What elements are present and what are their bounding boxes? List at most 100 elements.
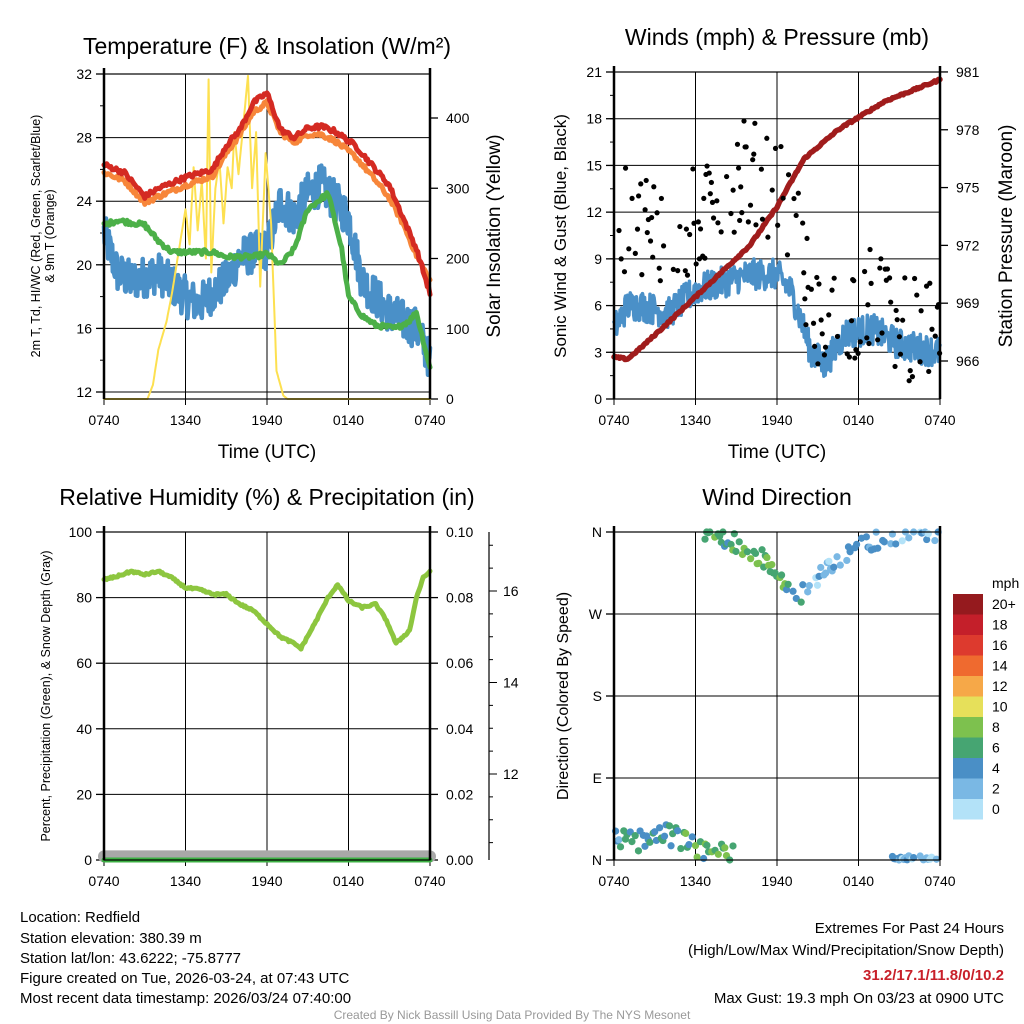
gust-point (852, 355, 858, 361)
extremes-values: 31.2/17.1/11.8/0/10.2 (863, 967, 1004, 984)
y-axis-title-direction: Direction (Colored By Speed) (555, 592, 572, 800)
gust-point (878, 256, 884, 262)
y-tick-label: 60 (76, 655, 92, 671)
gust-point (906, 378, 912, 384)
y-right-tick-label: 0.06 (446, 655, 473, 671)
direction-point (660, 832, 669, 840)
max-gust-text: Max Gust: 19.3 mph On 03/23 at 0900 UTC (714, 990, 1004, 1007)
gust-point (616, 227, 622, 234)
x-tick-label: 1340 (170, 873, 201, 889)
legend-label: 18 (992, 617, 1008, 633)
y-right-tick-label: 400 (446, 110, 470, 126)
y-axis-title-pressure: Station Pressure (Maroon) (996, 125, 1017, 348)
x-tick-label: 1940 (251, 412, 282, 428)
direction-point (667, 842, 675, 850)
gust-point (877, 265, 883, 271)
gust-point (714, 198, 720, 204)
y-tick-label: 20 (76, 257, 92, 273)
credit-text: Created By Nick Bassill Using Data Provi… (334, 1008, 691, 1022)
legend-swatch (953, 655, 983, 676)
y-tick-label: N (592, 524, 602, 540)
x-tick-label: 0740 (414, 412, 445, 428)
gust-point (801, 270, 807, 276)
gust-point (764, 135, 770, 141)
y-axis-title-temperature-line2: & 9m T (Orange) (43, 189, 57, 282)
direction-point (727, 540, 735, 549)
panel-title-winds: Winds (mph) & Pressure (mb) (625, 24, 929, 50)
direction-point (924, 530, 932, 538)
gust-point (737, 217, 743, 224)
gust-point (864, 335, 870, 341)
direction-point (677, 844, 685, 853)
gust-point (775, 222, 781, 228)
direction-point (892, 540, 900, 548)
y-tick-label: N (592, 852, 602, 868)
gust-point (896, 334, 902, 340)
direction-point (615, 836, 623, 844)
direction-point (799, 581, 807, 589)
gust-point (803, 322, 809, 328)
gust-point (747, 202, 754, 208)
direction-point (932, 855, 941, 863)
x-tick-label: 1940 (761, 873, 792, 889)
gust-point (682, 268, 688, 274)
gust-point (917, 359, 923, 365)
direction-point (825, 557, 833, 565)
gust-point (654, 210, 660, 216)
gust-point (819, 331, 825, 337)
gust-point (758, 166, 764, 172)
direction-point (778, 571, 786, 579)
direction-point (701, 535, 709, 543)
gust-point (656, 265, 662, 271)
direction-point (665, 822, 674, 830)
y-right-tick-label: 981 (956, 64, 980, 80)
extremes-title: Extremes For Past 24 Hours (815, 920, 1004, 937)
gust-point (695, 219, 701, 225)
x-tick-label: 1340 (170, 412, 201, 428)
recent-data-text: Most recent data timestamp: 2026/03/24 0… (20, 990, 351, 1007)
x-tick-label: 0740 (924, 873, 955, 889)
direction-point (743, 548, 751, 556)
legend-label: 14 (992, 658, 1008, 674)
legend-swatch (953, 614, 983, 635)
y-tick-label: S (593, 688, 602, 704)
direction-point (817, 563, 825, 572)
gust-point (772, 145, 779, 151)
gust-point (918, 308, 924, 314)
created-text: Figure created on Tue, 2026-03-24, at 07… (20, 970, 350, 987)
gust-point (848, 318, 855, 324)
gust-point (804, 235, 810, 242)
gust-point (638, 181, 644, 187)
gust-point (867, 246, 873, 253)
y-right-tick-label: 0.08 (446, 590, 473, 606)
gust-point (684, 272, 691, 278)
direction-point (784, 580, 792, 588)
gust-point (675, 268, 681, 274)
gust-point (697, 226, 704, 232)
gust-point (759, 216, 766, 222)
gust-point (914, 292, 920, 298)
legend-swatch (953, 696, 983, 717)
gust-point (704, 163, 710, 169)
direction-point (626, 828, 634, 836)
legend-label: 10 (992, 699, 1008, 715)
x-tick-label: 0140 (333, 412, 364, 428)
legend-label: 2 (992, 781, 1000, 797)
y-tick-label: 24 (76, 193, 92, 209)
y-axis-title-solar: Solar Insolation (Yellow) (484, 134, 505, 337)
x-axis-title-winds: Time (UTC) (728, 442, 827, 463)
gust-point (643, 177, 649, 184)
gust-point (826, 312, 832, 318)
gust-point (802, 296, 808, 302)
y-right-tick-label: 975 (956, 180, 980, 196)
y-right-tick-label: 978 (956, 122, 980, 138)
direction-point (763, 553, 771, 562)
gust-point (660, 243, 667, 249)
gust-point (752, 120, 758, 126)
y-tick-label: 32 (76, 66, 92, 82)
location-text: Location: Redfield (20, 909, 140, 926)
snow-depth-tick-label: 12 (503, 766, 519, 782)
gust-point (709, 199, 716, 205)
gust-point (780, 195, 786, 201)
gust-point (635, 193, 642, 199)
